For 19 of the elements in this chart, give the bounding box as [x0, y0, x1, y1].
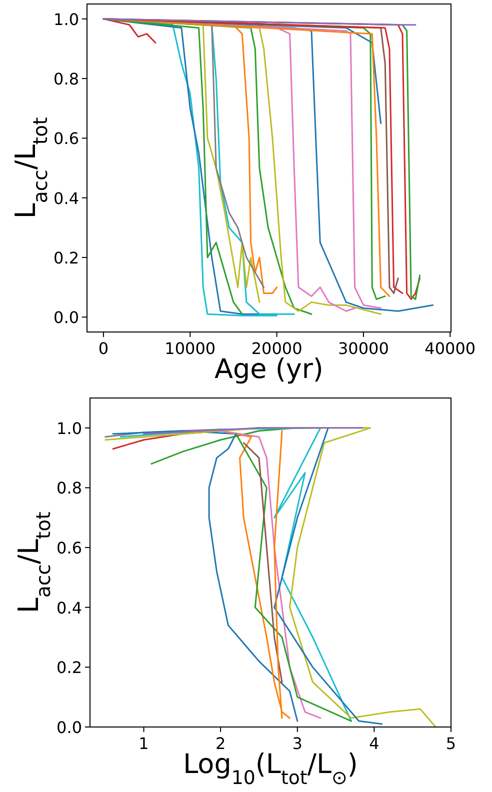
x-tick-label: 4	[369, 734, 380, 753]
x-tick-label: 0	[98, 339, 109, 358]
y-tick-label: 0.6	[54, 129, 79, 148]
y-tick-label: 0.0	[56, 718, 82, 737]
x-tick-label: 10000	[164, 339, 216, 358]
x-tick-label: 30000	[338, 339, 389, 358]
y-tick-label: 0.6	[56, 538, 82, 558]
x-tick-label: 1	[138, 734, 149, 753]
x-tick-label: 5	[446, 734, 456, 753]
y-tick-label: 0.4	[54, 188, 79, 208]
y-tick-label: 0.8	[54, 70, 79, 89]
y-tick-label: 1.0	[56, 418, 82, 438]
y-tick-label: 0.4	[56, 598, 82, 618]
y-tick-label: 0.2	[56, 658, 82, 678]
y-tick-label: 0.0	[54, 308, 79, 328]
y-tick-label: 1.0	[54, 10, 79, 29]
y-tick-label: 0.8	[56, 478, 82, 498]
y-tick-label: 0.2	[54, 248, 79, 268]
x-tick-label: 40000	[424, 339, 476, 358]
